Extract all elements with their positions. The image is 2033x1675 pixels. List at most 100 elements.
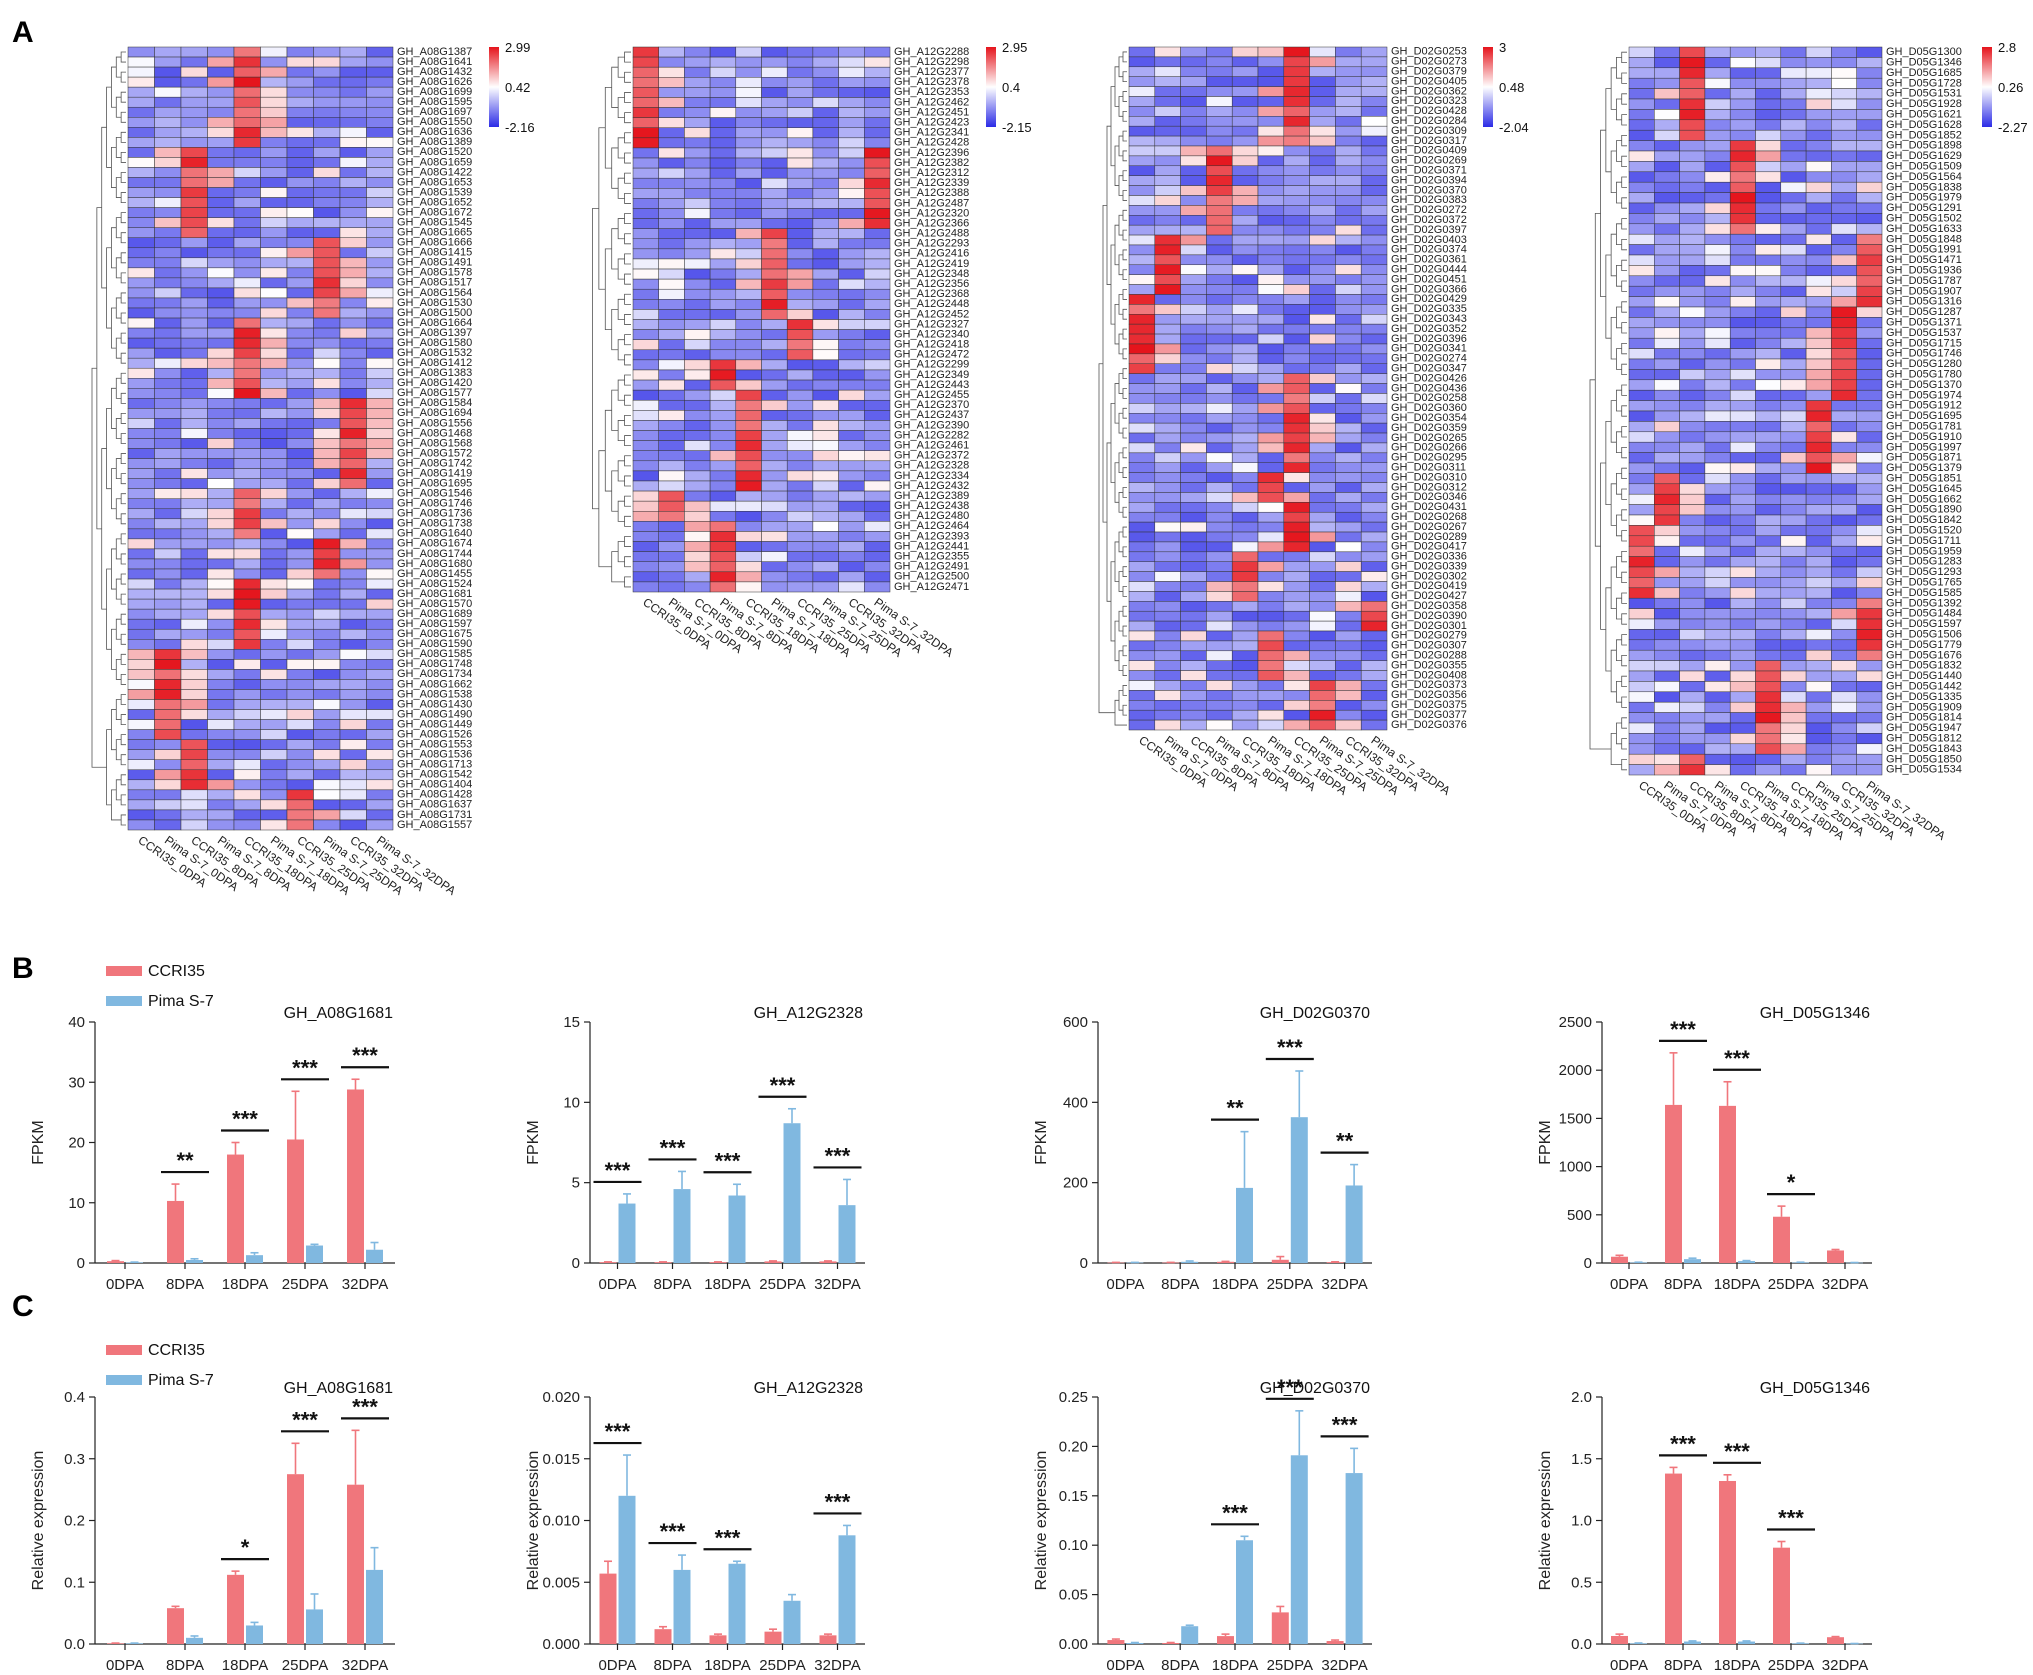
heatmap-cell bbox=[1628, 660, 1655, 672]
heatmap-cell bbox=[1335, 254, 1362, 266]
heatmap-cell bbox=[1154, 581, 1181, 592]
dendrogram-branch bbox=[617, 541, 625, 563]
heatmap-cell bbox=[1231, 492, 1259, 503]
heatmap-cell bbox=[180, 347, 208, 359]
heatmap-cell bbox=[180, 608, 208, 620]
heatmap-cell bbox=[127, 608, 155, 620]
y-tick-label: 0.15 bbox=[1059, 1488, 1088, 1505]
heatmap-cell bbox=[1856, 275, 1883, 287]
heatmap-cell bbox=[1654, 493, 1680, 505]
gene-label: GH_D02G0394 bbox=[1391, 174, 1467, 186]
heatmap-cell bbox=[1729, 462, 1756, 474]
heatmap-cell bbox=[207, 187, 235, 198]
y-tick-label: 600 bbox=[1063, 1014, 1088, 1031]
heatmap-cell bbox=[313, 327, 341, 339]
heatmap-cell bbox=[1231, 254, 1259, 266]
heatmap-cell bbox=[127, 357, 155, 369]
heatmap-cell bbox=[339, 388, 367, 399]
heatmap-cell bbox=[786, 339, 814, 351]
heatmap-cell bbox=[339, 147, 367, 158]
heatmap-cell bbox=[180, 759, 208, 771]
heatmap-cell bbox=[313, 689, 341, 700]
gene-label: GH_D05G1531 bbox=[1886, 88, 1962, 100]
heatmap-cell bbox=[127, 488, 155, 499]
dendrogram-branch bbox=[624, 172, 631, 184]
heatmap-cell bbox=[260, 679, 288, 690]
heatmap-cell bbox=[1628, 743, 1655, 755]
heatmap-cell bbox=[1335, 521, 1362, 533]
heatmap-cell bbox=[233, 137, 261, 148]
heatmap-cell bbox=[207, 639, 235, 650]
heatmap-cell bbox=[1755, 161, 1782, 173]
heatmap-cell bbox=[1309, 709, 1336, 721]
heatmap-cell bbox=[1679, 473, 1706, 485]
heatmap-cell bbox=[260, 598, 288, 610]
dendrogram-branch bbox=[1621, 405, 1627, 417]
heatmap-cell bbox=[127, 367, 155, 379]
heatmap-cell bbox=[1309, 46, 1336, 58]
heatmap-cell bbox=[658, 278, 685, 290]
heatmap-cell bbox=[735, 167, 762, 179]
heatmap-cell bbox=[1257, 393, 1285, 404]
gene-label: GH_D02G0417 bbox=[1391, 541, 1467, 553]
heatmap-cell bbox=[1360, 422, 1388, 434]
heatmap-cell bbox=[1206, 511, 1233, 523]
heatmap-cell bbox=[1335, 422, 1362, 434]
heatmap-cell bbox=[1704, 421, 1731, 433]
heatmap-cell bbox=[1780, 348, 1807, 360]
heatmap-cell bbox=[1335, 294, 1362, 305]
heatmap-cell bbox=[1335, 442, 1362, 454]
heatmap-cell bbox=[1335, 76, 1362, 87]
heatmap-cell bbox=[286, 378, 314, 389]
heatmap-cell bbox=[1856, 514, 1883, 526]
heatmap-cell bbox=[339, 478, 367, 489]
heatmap-cell bbox=[180, 167, 208, 178]
heatmap-cell bbox=[313, 267, 341, 279]
heatmap-cell bbox=[1654, 681, 1680, 693]
dendrogram-branch bbox=[1118, 254, 1123, 276]
heatmap-cell bbox=[127, 187, 155, 198]
dendrogram-branch bbox=[1122, 190, 1127, 201]
heatmap-cell bbox=[735, 248, 762, 260]
heatmap-cell bbox=[207, 408, 235, 419]
gene-label: GH_D05G1746 bbox=[1886, 348, 1962, 360]
chart-title: GH_D02G0370 bbox=[1260, 1005, 1370, 1022]
heatmap-cell bbox=[1704, 733, 1731, 745]
dendrogram-branch bbox=[1616, 431, 1622, 453]
heatmap-cell bbox=[207, 257, 235, 269]
bar-ccri35 bbox=[654, 1629, 672, 1644]
heatmap-cell bbox=[1128, 620, 1156, 632]
heatmap-cell bbox=[366, 659, 394, 670]
heatmap-cell bbox=[1154, 521, 1181, 533]
heatmap-cell bbox=[1831, 733, 1857, 745]
heatmap-cell bbox=[709, 238, 737, 250]
heatmap-cell bbox=[838, 97, 865, 108]
heatmap-cell bbox=[761, 147, 788, 159]
heatmap-cell bbox=[838, 389, 865, 401]
heatmap-cell bbox=[1679, 379, 1706, 391]
heatmap-cell bbox=[658, 208, 685, 219]
heatmap-cell bbox=[233, 96, 261, 108]
heatmap-cell bbox=[1856, 670, 1883, 682]
heatmap-cell bbox=[1755, 348, 1782, 360]
gene-label: GH_A08G1420 bbox=[397, 377, 472, 389]
gene-label: GH_A12G2349 bbox=[894, 369, 969, 381]
heatmap-cell bbox=[1831, 639, 1857, 651]
heatmap-cell bbox=[1831, 535, 1857, 547]
heatmap-cell bbox=[684, 490, 711, 502]
heatmap-cell bbox=[1704, 192, 1731, 204]
significance-label: *** bbox=[1277, 1035, 1303, 1060]
heatmap-cell bbox=[1780, 67, 1807, 79]
heatmap-cell bbox=[812, 278, 839, 290]
gene-label: GH_A12G2334 bbox=[894, 470, 969, 482]
x-tick-label: 8DPA bbox=[653, 1657, 691, 1674]
heatmap-cell bbox=[1283, 244, 1310, 256]
heatmap-cell bbox=[1805, 608, 1832, 620]
heatmap-cell bbox=[1704, 618, 1731, 630]
heatmap-cell bbox=[1283, 165, 1310, 176]
heatmap-cell bbox=[658, 581, 685, 593]
heatmap-cell bbox=[1628, 421, 1655, 433]
heatmap-cell bbox=[1805, 244, 1832, 256]
heatmap-cell bbox=[260, 287, 288, 299]
